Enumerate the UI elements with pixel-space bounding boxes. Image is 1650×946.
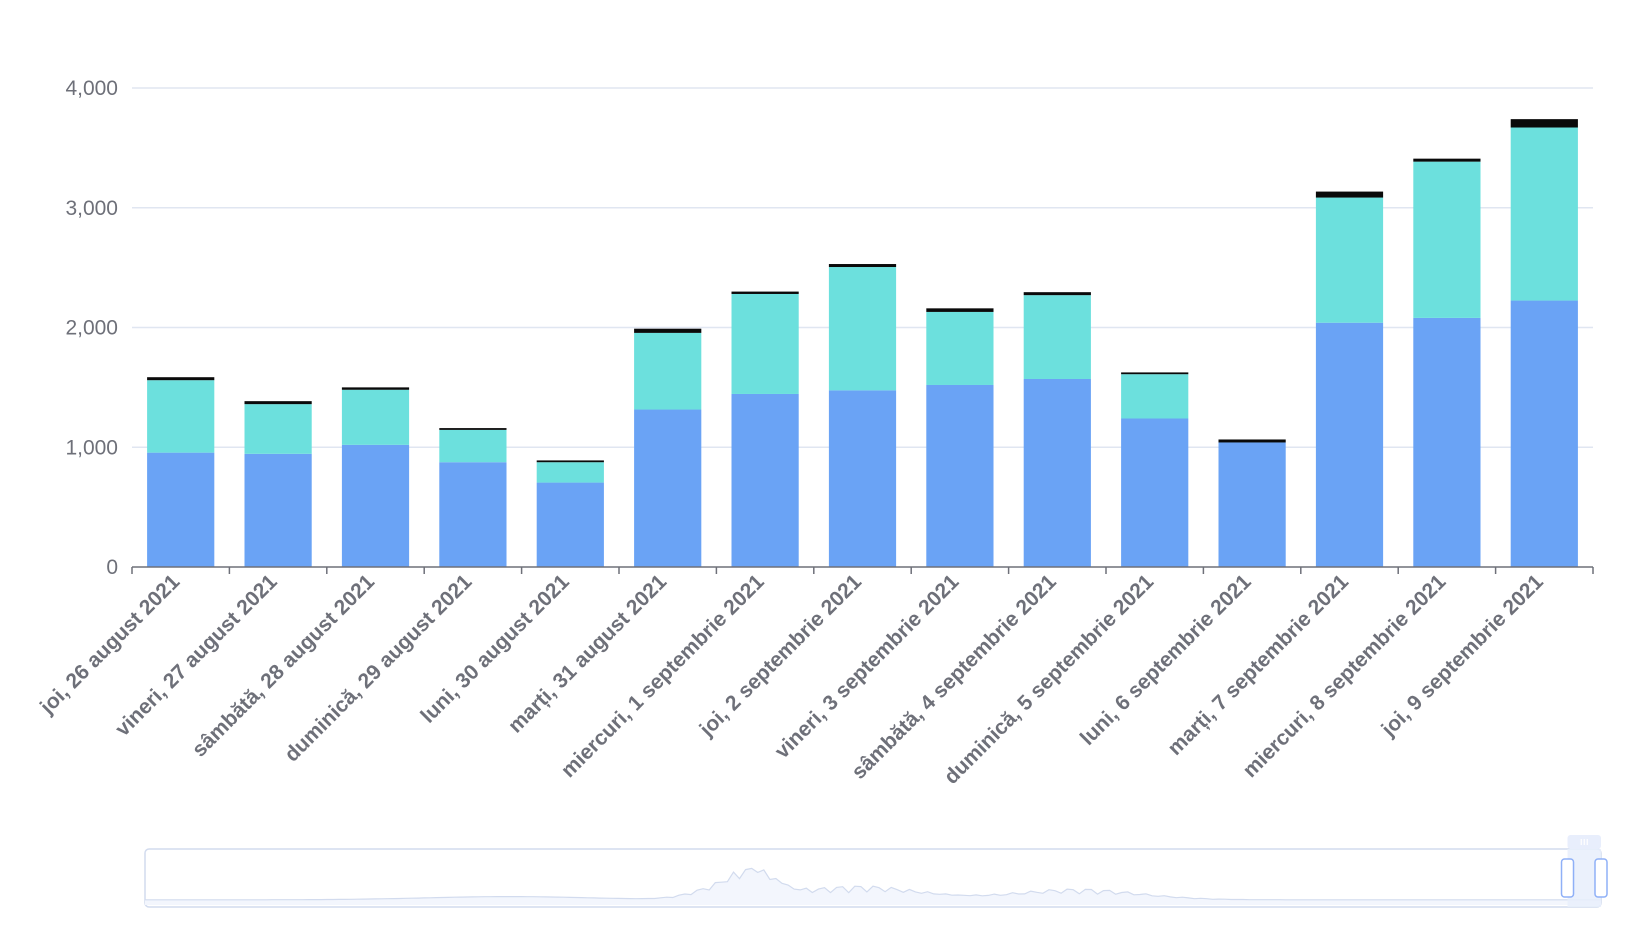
data-zoom-slider[interactable] [144, 835, 1608, 908]
bar-segment-2[interactable] [1023, 295, 1091, 379]
bar-segment-3[interactable] [828, 264, 897, 268]
bar-segment-1[interactable] [536, 482, 604, 567]
bar-segment-2[interactable] [244, 404, 312, 454]
x-tick-label: sâmbătă, 4 septembrie 2021 [847, 570, 1061, 784]
bar-segment-3[interactable] [536, 460, 604, 463]
bar-segment-1[interactable] [1121, 418, 1189, 567]
bar-segment-3[interactable] [926, 308, 994, 312]
bar-segment-2[interactable] [731, 293, 799, 394]
bar-segment-3[interactable] [1413, 158, 1481, 162]
x-tick-label: marți, 31 august 2021 [504, 570, 672, 738]
bar-segment-1[interactable] [926, 384, 994, 567]
bar-segment-3[interactable] [439, 428, 507, 430]
y-tick-label: 4,000 [65, 77, 118, 100]
bar-segment-1[interactable] [244, 453, 312, 567]
x-tick-label: luni, 6 septembrie 2021 [1076, 570, 1256, 750]
x-tick-label: vineri, 3 septembrie 2021 [771, 570, 964, 763]
y-tick-label: 0 [106, 556, 118, 579]
bar-segment-1[interactable] [1218, 442, 1286, 567]
bar-segment-2[interactable] [147, 380, 215, 453]
bar-segment-3[interactable] [1510, 119, 1578, 128]
bar-segment-3[interactable] [244, 401, 312, 405]
y-axis: 0 1,000 2,000 3,000 4,000 [65, 77, 118, 579]
bar-segment-3[interactable] [1023, 292, 1091, 296]
x-tick-label: miercuri, 8 septembrie 2021 [1239, 570, 1451, 782]
bar-segment-2[interactable] [1121, 374, 1189, 419]
bar-segment-3[interactable] [731, 291, 799, 294]
bar-segment-2[interactable] [1510, 127, 1578, 301]
x-tick-label: duminică, 5 septembrie 2021 [940, 570, 1159, 789]
x-tick-label: marți, 7 septembrie 2021 [1163, 570, 1353, 760]
x-tick-label: miercuri, 1 septembrie 2021 [557, 570, 769, 782]
zoom-right-handle[interactable] [1594, 858, 1608, 898]
bars [147, 119, 1578, 567]
bar-segment-1[interactable] [634, 409, 702, 567]
y-tick-label: 1,000 [65, 436, 118, 459]
bar-segment-1[interactable] [147, 452, 215, 567]
y-tick-label: 3,000 [65, 197, 118, 220]
bar-segment-3[interactable] [1315, 191, 1384, 198]
bar-segment-1[interactable] [1510, 300, 1578, 567]
bar-segment-3[interactable] [1121, 372, 1189, 375]
bar-segment-2[interactable] [828, 267, 897, 391]
x-tick-label: joi, 2 septembrie 2021 [695, 570, 867, 742]
bar-segment-1[interactable] [439, 462, 507, 567]
bar-segment-2[interactable] [536, 462, 604, 483]
bar-segment-1[interactable] [1023, 378, 1091, 567]
bar-segment-2[interactable] [439, 429, 507, 463]
bar-segment-3[interactable] [1218, 439, 1286, 443]
bar-segment-1[interactable] [731, 393, 799, 567]
zoom-overview-line [145, 867, 1601, 901]
bar-segment-2[interactable] [1315, 197, 1384, 323]
bar-segment-1[interactable] [828, 390, 897, 567]
x-tick-label: duminică, 29 august 2021 [280, 570, 476, 766]
x-tick-label: vineri, 27 august 2021 [111, 570, 282, 741]
bar-segment-2[interactable] [634, 332, 702, 410]
x-tick-label: sâmbătă, 28 august 2021 [188, 570, 379, 761]
bar-segment-2[interactable] [341, 389, 410, 445]
bar-segment-2[interactable] [1413, 161, 1481, 318]
zoom-left-handle[interactable] [1560, 858, 1575, 898]
bar-segment-1[interactable] [341, 444, 410, 567]
bar-segment-3[interactable] [634, 328, 702, 333]
bar-segment-3[interactable] [341, 387, 410, 390]
bar-segment-2[interactable] [926, 311, 994, 385]
bar-segment-1[interactable] [1413, 317, 1481, 567]
bar-segment-1[interactable] [1315, 322, 1384, 567]
y-tick-label: 2,000 [65, 317, 118, 340]
x-tick-label: joi, 9 septembrie 2021 [1377, 570, 1549, 742]
bar-segment-3[interactable] [147, 377, 215, 381]
